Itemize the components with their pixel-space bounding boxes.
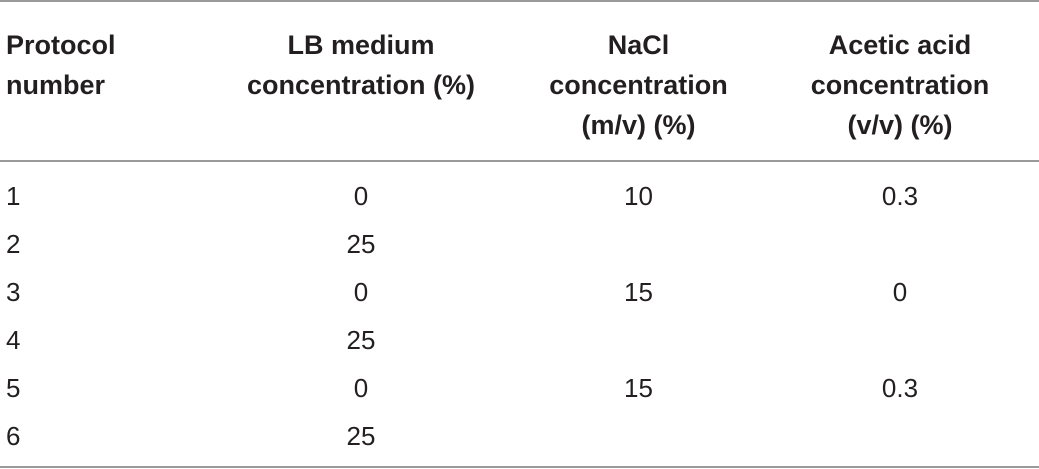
cell-nacl <box>516 220 761 268</box>
cell-acetic: 0.3 <box>881 372 919 403</box>
header-line: concentration (%) <box>246 70 475 100</box>
table-header-row: Protocol number LB medium concentration … <box>0 1 1039 161</box>
table-row: 3 0 15 0 <box>0 268 1039 316</box>
header-protocol-number: Protocol number <box>0 1 206 161</box>
header-line: Acetic acid <box>828 30 972 60</box>
cell-protocol: 6 <box>0 412 206 468</box>
cell-lb: 0 <box>353 180 369 211</box>
cell-nacl <box>516 412 761 468</box>
header-line: NaCl <box>607 30 670 60</box>
cell-acetic <box>761 316 1039 364</box>
cell-lb: 25 <box>346 324 376 355</box>
header-line: number <box>6 70 106 100</box>
cell-nacl: 10 <box>624 180 653 211</box>
cell-lb: 25 <box>346 228 376 259</box>
cell-acetic: 0 <box>892 276 908 307</box>
header-line: (m/v) (%) <box>581 110 696 140</box>
cell-nacl: 15 <box>624 276 653 307</box>
cell-nacl: 15 <box>624 372 653 403</box>
table-row: 5 0 15 0.3 <box>0 364 1039 412</box>
header-line: LB medium <box>287 30 435 60</box>
table-row: 6 25 <box>0 412 1039 468</box>
cell-protocol: 1 <box>6 180 21 211</box>
cell-protocol: 4 <box>6 324 21 355</box>
header-line: Protocol <box>6 30 116 60</box>
table-row: 1 0 10 0.3 <box>0 161 1039 220</box>
table-row: 2 25 <box>0 220 1039 268</box>
table-row: 4 25 <box>0 316 1039 364</box>
cell-acetic: 0.3 <box>881 180 919 211</box>
header-line: concentration <box>549 70 728 100</box>
cell-nacl <box>516 316 761 364</box>
cell-lb: 0 <box>353 276 369 307</box>
header-line: concentration <box>810 70 990 100</box>
header-lb-medium: LB medium concentration (%) <box>206 1 516 161</box>
cell-acetic <box>761 412 1039 468</box>
header-nacl: NaCl concentration (m/v) (%) <box>516 1 761 161</box>
cell-lb: 25 <box>206 412 516 468</box>
cell-protocol: 3 <box>6 276 21 307</box>
header-acetic-acid: Acetic acid concentration (v/v) (%) <box>761 1 1039 161</box>
cell-lb: 0 <box>353 372 369 403</box>
cell-protocol: 5 <box>6 372 21 403</box>
cell-acetic <box>761 220 1039 268</box>
header-line: (v/v) (%) <box>847 110 953 140</box>
cell-protocol: 2 <box>6 228 21 259</box>
